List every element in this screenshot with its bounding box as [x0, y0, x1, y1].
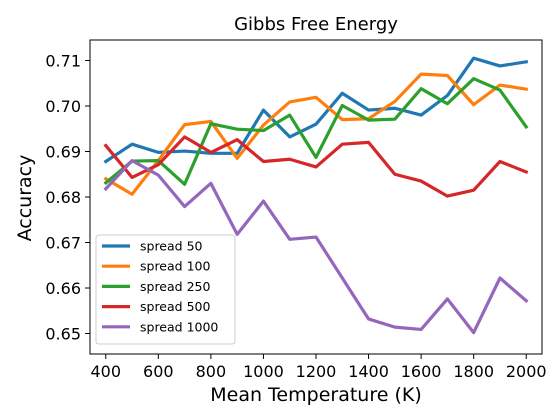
y-tick-label: 0.69	[45, 142, 81, 161]
series-line-5	[103, 158, 529, 335]
y-tick-label: 0.66	[45, 279, 81, 298]
legend-label: spread 100	[140, 259, 210, 274]
legend-box	[95, 234, 236, 345]
x-tick-label: 2000	[506, 362, 547, 381]
x-tick-label: 1600	[401, 362, 442, 381]
y-tick-label: 0.68	[45, 188, 81, 207]
x-tick-label: 1800	[453, 362, 494, 381]
y-axis-title: Accuracy	[14, 155, 36, 242]
x-axis-title: Mean Temperature (K)	[210, 384, 422, 406]
series-line-2	[103, 72, 529, 196]
legend-label: spread 1000	[140, 319, 218, 334]
x-tick-label: 1000	[243, 362, 284, 381]
x-tick-label: 1200	[296, 362, 337, 381]
y-tick-label: 0.70	[45, 97, 81, 116]
legend-label: spread 50	[140, 239, 203, 254]
x-tick-label: 1400	[348, 362, 389, 381]
legend-label: spread 250	[140, 279, 210, 294]
legend: spread 50 spread 100 spread 250 spread 500 s…	[95, 234, 236, 345]
ticks: 400 600 800 1000 1200 1400 1600 1800 2000 0.65 0.6…	[45, 51, 546, 381]
series-line-4	[103, 135, 529, 198]
legend-label: spread 500	[140, 299, 210, 314]
x-tick-label: 600	[143, 362, 174, 381]
x-tick-label: 800	[196, 362, 227, 381]
y-tick-label: 0.67	[45, 234, 81, 253]
plot-lines	[103, 56, 529, 335]
chart-title: Gibbs Free Energy	[234, 14, 398, 35]
series-line-3	[103, 77, 529, 186]
y-tick-label: 0.71	[45, 51, 81, 70]
y-tick-label: 0.65	[45, 325, 81, 344]
x-tick-label: 400	[90, 362, 121, 381]
